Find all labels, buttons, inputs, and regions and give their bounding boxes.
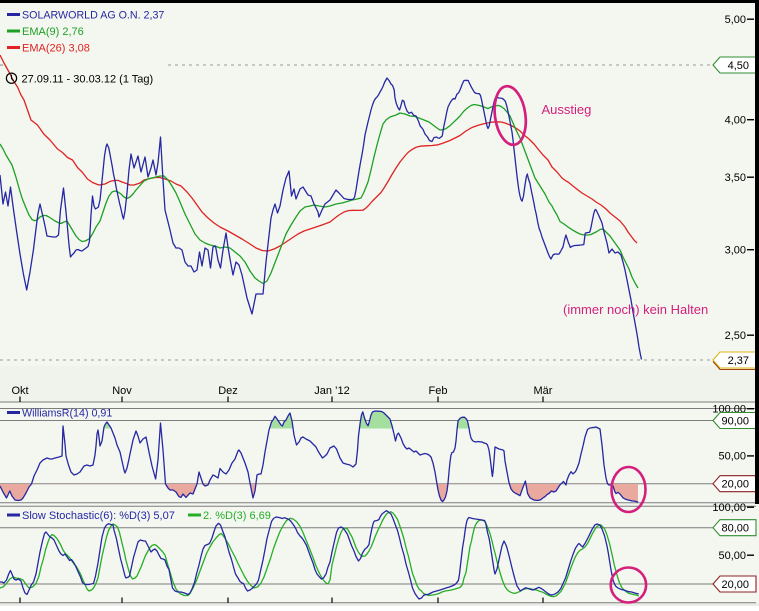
svg-text:Okt: Okt: [11, 385, 28, 397]
svg-text:27.09.11 - 30.03.12 (1 Tag): 27.09.11 - 30.03.12 (1 Tag): [22, 74, 154, 86]
svg-text:100,00: 100,00: [712, 502, 746, 514]
svg-text:Jan ’12: Jan ’12: [314, 385, 349, 397]
svg-text:50,00: 50,00: [718, 550, 746, 562]
svg-text:2. %D(3) 6,69: 2. %D(3) 6,69: [203, 510, 271, 522]
svg-text:4,50: 4,50: [728, 60, 749, 72]
svg-text:WilliamsR(14) 0,91: WilliamsR(14) 0,91: [22, 408, 112, 420]
svg-text:80,00: 80,00: [721, 523, 749, 535]
svg-text:SOLARWORLD AG O.N. 2,37: SOLARWORLD AG O.N. 2,37: [22, 10, 164, 22]
svg-text:Feb: Feb: [429, 385, 448, 397]
svg-text:EMA(26) 3,08: EMA(26) 3,08: [22, 43, 90, 55]
svg-text:Dez: Dez: [218, 385, 238, 397]
svg-text:4,00: 4,00: [725, 115, 746, 127]
svg-text:3,50: 3,50: [725, 172, 746, 184]
svg-text:90,00: 90,00: [721, 416, 749, 428]
svg-text:2,37: 2,37: [728, 355, 749, 367]
svg-text:50,00: 50,00: [718, 451, 746, 463]
svg-text:Slow Stochastic(6): %D(3) 5,07: Slow Stochastic(6): %D(3) 5,07: [22, 510, 175, 522]
svg-text:Mär: Mär: [534, 385, 553, 397]
svg-text:5,00: 5,00: [725, 14, 746, 26]
svg-text:Nov: Nov: [112, 385, 132, 397]
svg-text:2,50: 2,50: [725, 330, 746, 342]
svg-text:20,00: 20,00: [721, 479, 749, 491]
svg-text:EMA(9) 2,76: EMA(9) 2,76: [22, 26, 84, 38]
svg-text:Ausstieg: Ausstieg: [542, 102, 592, 117]
svg-text:3,00: 3,00: [725, 245, 746, 257]
svg-text:(immer noch) kein Halten: (immer noch) kein Halten: [563, 302, 708, 317]
svg-text:20,00: 20,00: [721, 579, 749, 591]
